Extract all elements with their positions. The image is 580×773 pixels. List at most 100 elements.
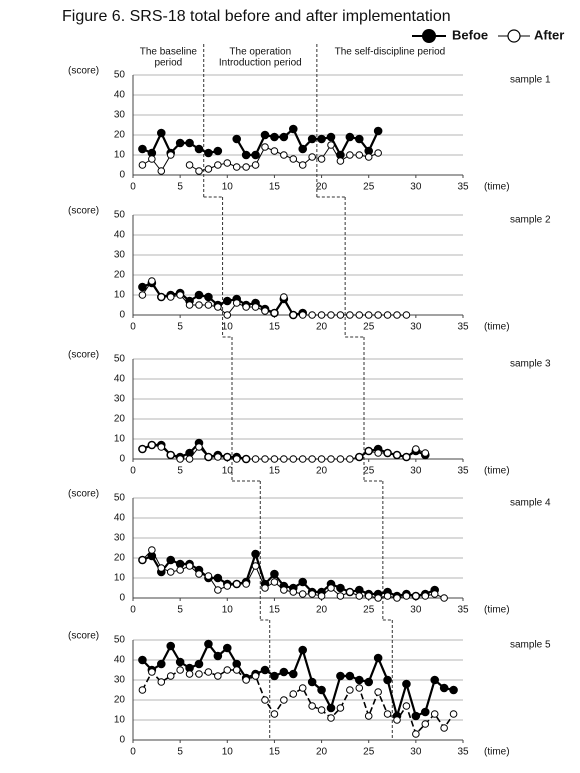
data-point — [326, 132, 336, 142]
data-point — [393, 594, 401, 602]
y-tick-label: 0 — [119, 735, 125, 746]
data-point — [251, 455, 260, 463]
data-point — [327, 141, 335, 149]
data-point — [289, 690, 298, 698]
data-point — [138, 556, 147, 564]
data-point — [280, 696, 288, 704]
x-tick-label: 20 — [316, 322, 328, 333]
data-point — [185, 301, 194, 309]
data-point — [355, 592, 364, 600]
x-tick-label: 20 — [316, 605, 328, 616]
data-point — [166, 568, 175, 576]
data-point — [298, 161, 307, 169]
data-point — [176, 666, 184, 674]
data-point — [242, 676, 250, 684]
data-point — [412, 445, 420, 453]
x-tick-label: 15 — [269, 466, 281, 477]
x-tick-label: 20 — [316, 182, 328, 193]
data-point — [261, 307, 269, 315]
data-point — [280, 455, 288, 463]
y-tick-label: 30 — [114, 110, 126, 121]
data-point — [317, 592, 326, 600]
x-tick-label: 30 — [410, 747, 422, 758]
x-axis-label: (time) — [484, 322, 510, 333]
data-point — [430, 675, 440, 685]
sample-label: sample 5 — [510, 640, 551, 651]
data-point — [327, 714, 335, 722]
data-point — [364, 311, 373, 319]
data-point — [232, 299, 241, 307]
data-point — [289, 311, 298, 319]
x-axis-label: (time) — [484, 747, 510, 758]
data-point — [260, 665, 270, 675]
phase-label: The self-discipline period — [335, 47, 446, 58]
data-point — [288, 124, 298, 134]
y-tick-label: 20 — [114, 270, 126, 281]
data-point — [214, 672, 222, 680]
data-point — [232, 134, 242, 144]
data-point — [194, 144, 204, 154]
data-point — [430, 710, 439, 718]
x-tick-label: 5 — [177, 466, 183, 477]
data-point — [157, 293, 166, 301]
data-point — [204, 668, 213, 676]
data-point — [374, 449, 382, 457]
data-point — [336, 311, 345, 319]
x-axis-label: (time) — [484, 182, 510, 193]
phase-label: period — [154, 58, 182, 69]
phase-label: The baseline — [140, 47, 198, 58]
data-point — [449, 710, 458, 718]
data-point — [402, 453, 411, 461]
data-point — [204, 292, 213, 302]
data-point — [232, 666, 241, 674]
data-point — [148, 277, 156, 285]
y-tick-label: 0 — [119, 310, 125, 321]
data-point — [194, 290, 204, 300]
data-point — [166, 451, 175, 459]
y-axis-label: (score) — [68, 489, 99, 500]
data-point — [241, 150, 251, 160]
y-axis-label: (score) — [68, 206, 99, 217]
data-point — [270, 147, 279, 155]
x-tick-label: 35 — [457, 747, 469, 758]
data-point — [317, 311, 326, 319]
data-point — [251, 303, 260, 311]
x-tick-label: 0 — [130, 466, 136, 477]
data-point — [176, 291, 184, 299]
x-tick-label: 25 — [363, 605, 375, 616]
x-tick-label: 30 — [410, 605, 422, 616]
x-tick-label: 10 — [222, 466, 234, 477]
data-point — [138, 655, 147, 665]
data-point — [204, 639, 213, 649]
x-tick-label: 10 — [222, 605, 234, 616]
data-point — [374, 311, 382, 319]
data-point — [317, 155, 326, 163]
data-point — [251, 562, 260, 570]
data-point — [327, 311, 335, 319]
data-point — [156, 128, 166, 138]
data-point — [251, 549, 260, 559]
data-point — [430, 590, 439, 598]
x-tick-label: 15 — [269, 322, 281, 333]
data-point — [157, 443, 166, 451]
data-point — [175, 657, 185, 667]
sample-label: sample 3 — [510, 359, 551, 370]
y-tick-label: 30 — [114, 533, 126, 544]
data-point — [289, 455, 298, 463]
data-point — [251, 150, 260, 160]
data-point — [157, 167, 166, 175]
data-point — [176, 566, 184, 574]
data-point — [270, 569, 279, 579]
x-tick-label: 15 — [269, 605, 281, 616]
data-point — [148, 668, 156, 676]
data-point — [138, 686, 147, 694]
data-point — [204, 453, 213, 461]
x-tick-label: 0 — [130, 605, 136, 616]
series-line — [141, 641, 454, 721]
legend-label: Befoe — [452, 27, 488, 42]
data-point — [213, 651, 223, 661]
y-tick-label: 40 — [114, 230, 126, 241]
data-point — [421, 449, 430, 457]
y-tick-label: 10 — [114, 573, 126, 584]
data-point — [298, 590, 307, 598]
